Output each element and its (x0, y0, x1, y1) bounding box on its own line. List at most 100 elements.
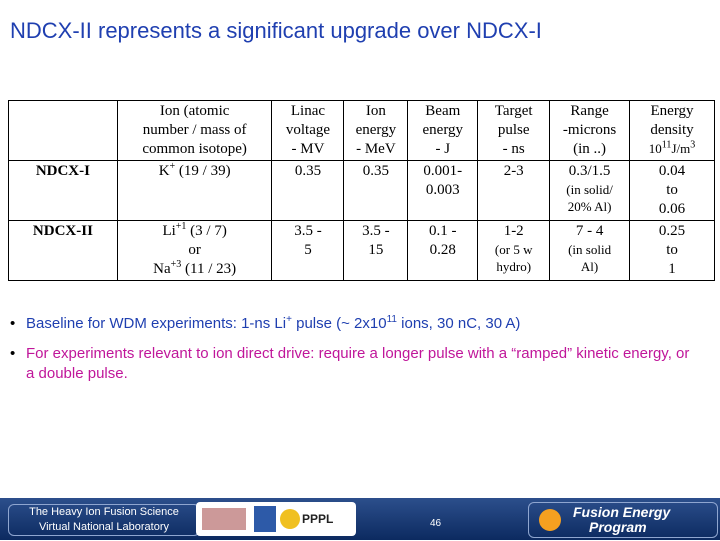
table-cell: 0.35 (271, 160, 345, 221)
cell-line: (or 5 w (480, 241, 547, 258)
cell-line: Beam (410, 102, 475, 121)
text: J/m (671, 141, 691, 156)
text: 0.06 (658, 201, 686, 217)
org-name: The Heavy Ion Fusion Science Virtual Nat… (8, 504, 200, 536)
cell-line: 20% Al) (552, 198, 627, 215)
superscript: 11 (386, 314, 397, 325)
cell-line: Range (552, 102, 627, 121)
text: (19 / 39) (175, 163, 231, 179)
text: 1 (668, 261, 676, 277)
cell-line: 3.5 - (346, 222, 405, 241)
text: 0.28 (429, 242, 456, 258)
text: 0.3/1.5 (568, 163, 611, 179)
cell-line: 0.1 - (410, 222, 475, 241)
text: common isotope) (142, 141, 247, 157)
table-cell: 0.1 - 0.28 (407, 220, 479, 281)
cell-line: 0.35 (274, 162, 341, 181)
header-cell: Ion energy - MeV (343, 100, 409, 161)
row-label: NDCX-I (8, 160, 118, 221)
text: number / mass of (142, 122, 247, 138)
superscript: + (286, 314, 292, 325)
superscript: 3 (690, 139, 696, 151)
table-cell: 7 - 4 (in solid Al) (549, 220, 631, 281)
text: density (650, 122, 694, 138)
cell-line: 1-2 (480, 222, 547, 241)
bullet: For experiments relevant to ion direct d… (10, 344, 700, 384)
table-cell: 0.001- 0.003 (407, 160, 479, 221)
text: 2-3 (503, 163, 524, 179)
text: 0.04 (658, 163, 686, 179)
bullet: Baseline for WDM experiments: 1-ns Li+ p… (10, 314, 700, 334)
text: 0.1 - (429, 223, 457, 239)
comparison-table: Ion (atomic number / mass of common isotop… (8, 100, 715, 281)
text: - J (435, 141, 451, 157)
table-cell: 0.35 (343, 160, 409, 221)
cell-line: pulse (480, 121, 547, 140)
text: (3 / 7) (186, 223, 227, 239)
cell-line: (in ..) (552, 140, 627, 159)
cell-line: to (632, 181, 712, 200)
table-cell: 0.3/1.5 (in solid/20% Al) (549, 160, 631, 221)
logo (254, 506, 276, 532)
table-cell: 1-2 (or 5 w hydro) (477, 220, 551, 281)
text: Energy (650, 103, 694, 119)
text: voltage (285, 122, 331, 138)
cell-line: or (120, 241, 270, 260)
cell-line: energy (410, 121, 475, 140)
text: Target (494, 103, 533, 119)
cell-line: Target (480, 102, 547, 121)
logo-text: PPPL (302, 512, 333, 526)
superscript: 11 (661, 139, 672, 151)
cell-line: 15 (346, 241, 405, 260)
text: - MeV (356, 141, 396, 157)
header-cell: Ion (atomic number / mass of common isotop… (116, 100, 273, 161)
row-label: NDCX-II (8, 220, 118, 281)
text: pulse (~ 2x10 (291, 315, 387, 332)
cell-line: 7 - 4 (552, 222, 627, 241)
text: Beam (425, 103, 461, 119)
cell-line: Ion (346, 102, 405, 121)
text: 10 (648, 141, 662, 156)
text: 20% Al) (567, 199, 612, 214)
table-cell: 3.5 - 5 (271, 220, 345, 281)
text: Li (162, 223, 176, 239)
cell-line: Li+1 (3 / 7) (120, 222, 270, 241)
text: K (158, 163, 170, 179)
cell-line: 0.35 (346, 162, 405, 181)
text: Na (153, 261, 171, 277)
text: Baseline for WDM experiments: 1-ns Li (26, 315, 287, 332)
cell-line: 0.28 (410, 241, 475, 260)
header-row: Ion (atomic number / mass of common isotop… (8, 100, 715, 161)
cell-line: - J (410, 140, 475, 159)
cell-line: common isotope) (120, 140, 270, 159)
text: Al) (580, 259, 599, 274)
logo (280, 509, 300, 529)
text: Range (570, 103, 609, 119)
cell-line: - MV (274, 140, 341, 159)
header-cell: Energy density 1011J/m3 (629, 100, 715, 161)
text: - MV (291, 141, 325, 157)
cell-line: voltage (274, 121, 341, 140)
text: 3.5 - (294, 223, 322, 239)
cell-line: 0.25 (632, 222, 712, 241)
program-line: Program (589, 519, 647, 535)
superscript: +3 (170, 259, 182, 270)
corner-cell (8, 100, 118, 161)
cell-line: 2-3 (480, 162, 547, 181)
sun-icon (539, 509, 561, 531)
text: 15 (368, 242, 384, 258)
cell-line: (in solid/ (552, 181, 627, 198)
cell-line: 1011J/m3 (632, 140, 712, 157)
cell-line: Al) (552, 258, 627, 275)
footer-bar: The Heavy Ion Fusion Science Virtual Nat… (0, 498, 720, 540)
text: to (666, 242, 678, 258)
text: Ion (365, 103, 386, 119)
text: 0.001- (423, 163, 463, 179)
text: (or 5 w (494, 242, 533, 257)
text: pulse (497, 122, 530, 138)
cell-line: number / mass of (120, 121, 270, 140)
table-row: NDCX-II Li+1 (3 / 7) or Na+3 (11 / 23) 3.5 -… (8, 220, 715, 281)
logo (202, 508, 246, 530)
header-cell: Linac voltage - MV (271, 100, 345, 161)
